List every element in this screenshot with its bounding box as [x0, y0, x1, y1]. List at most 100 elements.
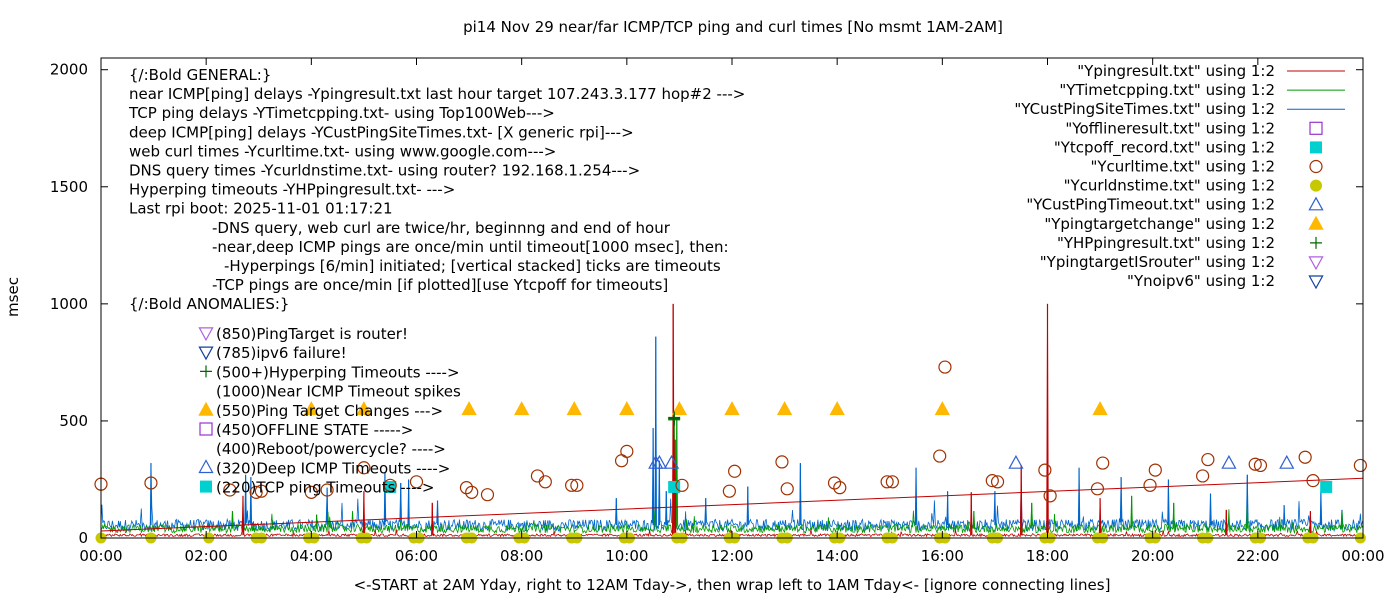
data-point [776, 401, 793, 416]
data-point [651, 454, 668, 469]
y-tick-label: 0 [78, 529, 88, 547]
x-tick-label: 06:00 [395, 547, 438, 565]
data-point [938, 360, 952, 374]
data-point [513, 401, 530, 416]
data-point [675, 478, 689, 492]
data-point [775, 455, 789, 469]
anomaly-marker [198, 327, 214, 342]
legend-label: "YHPpingresult.txt" using 1:2 [1057, 234, 1275, 252]
data-point [356, 401, 372, 416]
anomaly-label: (220)TCP ping Timeouts ----> [216, 479, 434, 497]
data-point [1038, 463, 1052, 477]
data-point [1201, 452, 1215, 467]
anomaly-label: (500+)Hyperping Timeouts ----> [216, 363, 460, 381]
data-point [668, 411, 681, 424]
data-point [223, 483, 237, 497]
data-point [1320, 480, 1333, 493]
data-point [1090, 482, 1105, 496]
chart-title: pi14 Nov 29 near/far ICMP/TCP ping and c… [463, 18, 1003, 36]
x-tick-label: 14:00 [816, 547, 859, 565]
x-axis-label: <-START at 2AM Yday, right to 12AM Tday-… [354, 576, 1111, 594]
data-point [144, 476, 158, 490]
data-point [668, 480, 681, 493]
legend-label: "Ypingtargetchange" using 1:2 [1044, 215, 1275, 233]
legend-swatch [1310, 236, 1322, 249]
data-point [565, 478, 579, 492]
anomaly-label: (550)Ping Target Changes ---> [216, 402, 443, 420]
x-tick-label: 04:00 [290, 547, 333, 565]
annotation-note: deep ICMP[ping] delays -YCustPingSiteTim… [129, 123, 634, 141]
data-point [320, 483, 334, 497]
legend-swatch [1310, 179, 1322, 192]
data-point [566, 401, 582, 416]
y-axis-label: msec [4, 277, 22, 317]
data-point [1253, 458, 1268, 473]
x-tick-label: 00:00 [79, 547, 122, 565]
x-tick-label: 18:00 [1026, 547, 1069, 565]
legend: "Ypingresult.txt" using 1:2"YTimetcpping… [1014, 62, 1345, 290]
data-point [461, 401, 477, 416]
y-tick-label: 1500 [50, 178, 88, 196]
x-tick-label: 00:00 [1341, 547, 1384, 565]
legend-label: "Ypingresult.txt" using 1:2 [1077, 62, 1275, 80]
data-point [254, 484, 268, 498]
data-point [833, 481, 847, 495]
data-point [829, 401, 845, 416]
legend-label: "Ycurldnstime.txt" using 1:2 [1064, 177, 1275, 195]
anomaly-marker [199, 422, 213, 436]
data-point [303, 401, 320, 416]
y-tick-label: 2000 [50, 61, 88, 79]
legend-swatch [1308, 275, 1324, 290]
data-point [934, 401, 951, 416]
data-point [1298, 450, 1312, 464]
data-point [1248, 457, 1262, 471]
data-point [933, 449, 947, 463]
legend-swatch [1308, 196, 1324, 211]
data-point [728, 464, 742, 478]
data-point [1148, 463, 1162, 477]
annotation-note: TCP ping delays -YTimetcpping.txt- using… [128, 104, 555, 122]
y-tick-label: 500 [59, 412, 88, 430]
series-ytimetcpping-txt-using-1-2 [100, 418, 1364, 535]
data-point [538, 475, 552, 489]
data-point [1092, 401, 1108, 416]
data-point [619, 401, 635, 416]
anomaly-label: (450)OFFLINE STATE -----> [216, 421, 413, 439]
legend-label: "Ynoipv6" using 1:2 [1127, 272, 1275, 290]
data-point [780, 482, 794, 496]
anomaly-marker [200, 480, 212, 493]
annotation-note: -DNS query, web curl are twice/hr, begin… [212, 219, 671, 237]
series-connecting-line [100, 477, 1364, 532]
anomaly-marker [200, 365, 212, 378]
legend-label: "YCustPingSiteTimes.txt" using 1:2 [1014, 100, 1275, 118]
data-point [409, 475, 424, 489]
annotation-note: {/:Bold GENERAL:} [129, 66, 271, 84]
legend-swatch [1309, 121, 1323, 135]
anomaly-label: (785)ipv6 failure! [216, 344, 347, 362]
annotation-note: -near,deep ICMP pings are once/min until… [212, 238, 729, 256]
anomaly-label: (850)PingTarget is router! [216, 325, 408, 343]
x-tick-label: 22:00 [1236, 547, 1279, 565]
legend-swatch [1308, 256, 1324, 271]
x-tick-label: 20:00 [1131, 547, 1174, 565]
data-point [880, 475, 894, 489]
series-ycustpingsitetimes-txt-using-1-2 [100, 336, 1364, 533]
anomaly-label: (1000)Near ICMP Timeout spikes [216, 383, 461, 401]
data-point [1196, 469, 1210, 483]
data-point [304, 485, 318, 499]
y-tick-label: 1000 [50, 295, 88, 313]
x-tick-label: 02:00 [185, 547, 228, 565]
series-trace [100, 336, 1364, 533]
data-point [620, 444, 634, 458]
legend-label: "YCustPingTimeout.txt" using 1:2 [1026, 196, 1275, 214]
x-tick-label: 10:00 [605, 547, 648, 565]
data-point [1143, 478, 1157, 492]
x-tick-label: 12:00 [710, 547, 753, 565]
annotation-note: -TCP pings are once/min [if plotted][use… [212, 276, 668, 294]
series-trace [100, 418, 1364, 535]
data-point [1043, 489, 1057, 503]
data-point [570, 478, 584, 492]
